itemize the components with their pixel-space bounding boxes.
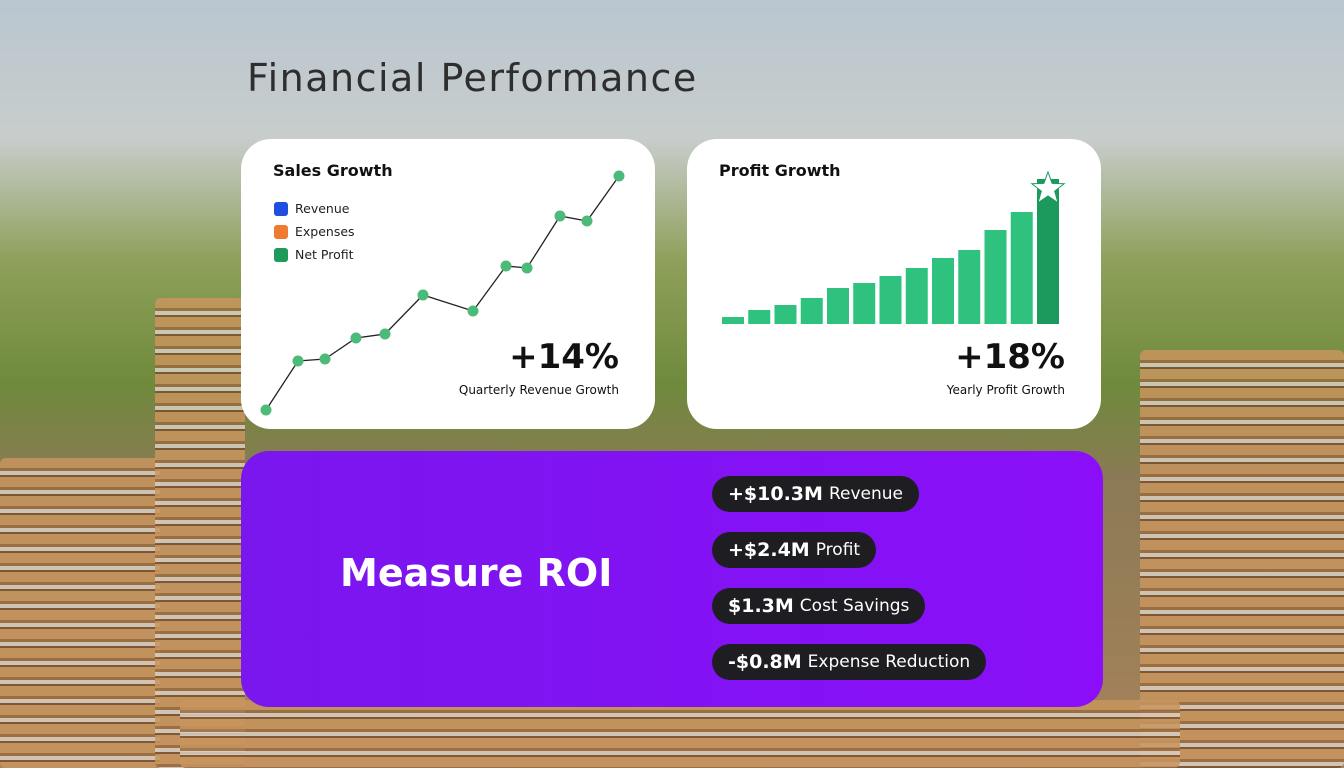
line-chart <box>260 170 625 416</box>
roi-amount: $1.3M <box>728 595 794 617</box>
legend-swatch <box>274 224 288 239</box>
bar <box>722 317 744 324</box>
roi-panel: Measure ROI +$10.3M Revenue +$2.4M Profit $1… <box>241 451 1103 707</box>
roi-label: Cost Savings <box>799 596 910 616</box>
stat-label: Yearly Profit Growth <box>946 383 1065 397</box>
point <box>581 215 593 227</box>
point <box>521 262 533 274</box>
coin-stack <box>155 298 245 768</box>
bar <box>932 258 954 324</box>
legend-item: Net Profit <box>274 247 354 262</box>
bar <box>1010 212 1033 324</box>
roi-amount: +$2.4M <box>728 539 810 561</box>
roi-pill: $1.3M Cost Savings <box>712 588 926 624</box>
legend-label: Revenue <box>295 201 350 216</box>
bar <box>984 230 1007 324</box>
card-title: Profit Growth <box>719 161 841 180</box>
star-icon <box>1030 170 1066 204</box>
point <box>350 332 362 344</box>
point <box>613 170 625 182</box>
card-title: Sales Growth <box>273 161 393 180</box>
coin-stack <box>0 458 160 768</box>
point <box>467 305 479 317</box>
bar <box>879 276 902 324</box>
roi-label: Expense Reduction <box>807 652 971 672</box>
roi-amount: +$10.3M <box>728 483 823 505</box>
bar <box>958 250 981 324</box>
bar <box>1037 179 1059 324</box>
legend-label: Expenses <box>295 224 355 239</box>
sales-card: Sales Growth Revenue Expenses Net Profit +… <box>241 139 655 429</box>
legend-swatch <box>274 201 288 216</box>
coin-stack <box>180 700 1180 768</box>
bar <box>827 288 849 324</box>
roi-label: Profit <box>815 540 861 560</box>
bar <box>853 283 876 324</box>
legend-label: Net Profit <box>295 247 354 262</box>
bar <box>905 268 928 324</box>
legend-item: Revenue <box>274 201 349 216</box>
bar <box>774 305 797 324</box>
roi-title: Measure ROI <box>340 551 613 595</box>
point <box>260 404 272 416</box>
bar-chart <box>722 170 1066 324</box>
roi-pill: +$2.4M Profit <box>712 532 877 568</box>
coin-stack <box>1140 350 1344 768</box>
bar <box>748 310 771 324</box>
roi-pill: +$10.3M Revenue <box>712 476 919 512</box>
roi-pill: -$0.8M Expense Reduction <box>712 644 987 680</box>
point <box>319 353 331 365</box>
stat: +14% <box>509 337 619 377</box>
legend-swatch <box>274 247 288 262</box>
point <box>417 289 429 301</box>
stat-label: Quarterly Revenue Growth <box>458 383 619 397</box>
stat: +18% <box>955 337 1065 377</box>
point <box>500 260 512 272</box>
roi-label: Revenue <box>828 484 903 504</box>
legend-item: Expenses <box>274 224 355 239</box>
point <box>554 210 566 222</box>
profit-card: Profit Growth +18% Yearly Profit Growth <box>687 139 1101 429</box>
bar <box>800 298 823 324</box>
point <box>379 328 391 340</box>
page-title: Financial Performance <box>247 56 698 100</box>
point <box>292 355 304 367</box>
roi-amount: -$0.8M <box>728 651 802 673</box>
